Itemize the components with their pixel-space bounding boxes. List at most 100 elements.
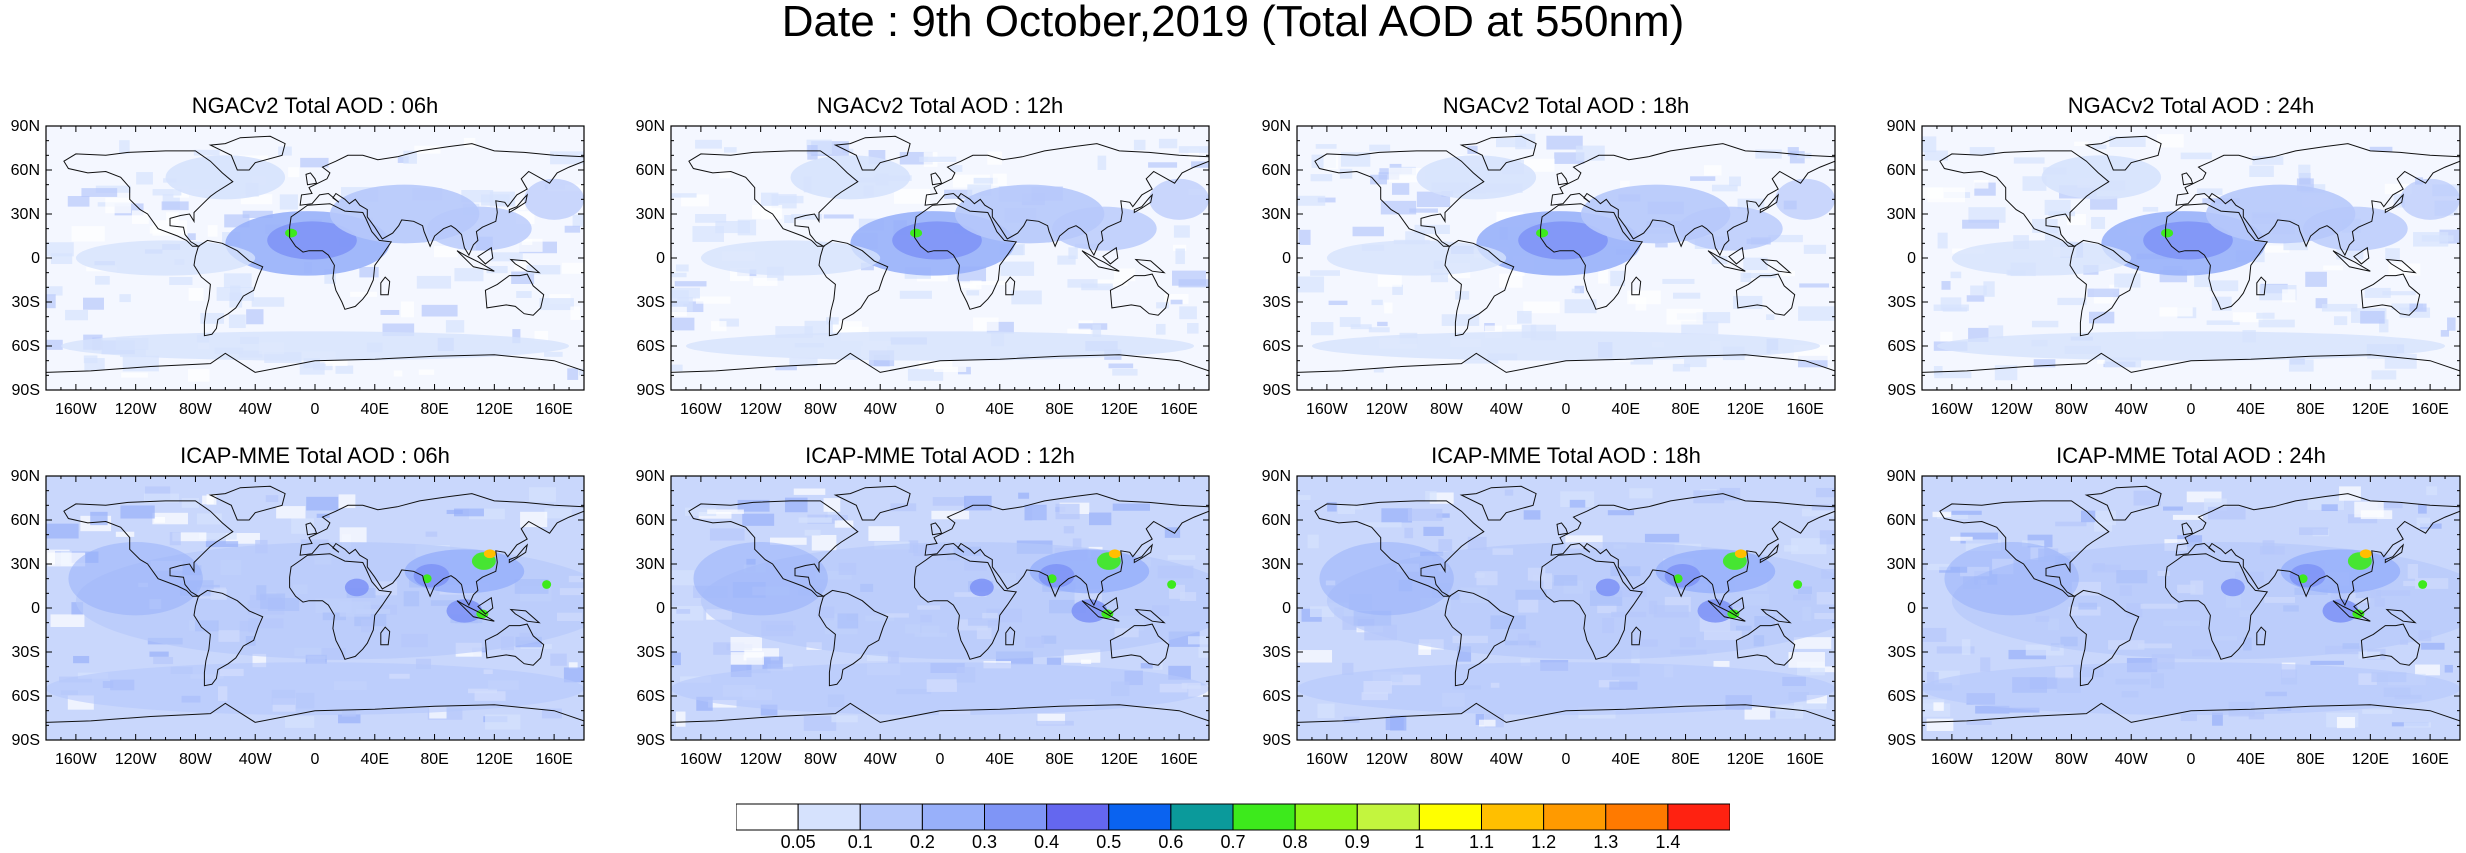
aod-cell: [681, 194, 709, 207]
aod-plume: [542, 580, 552, 589]
aod-cell: [67, 195, 90, 207]
coastline: [2385, 258, 2417, 274]
aod-cell: [2364, 287, 2391, 298]
aod-plume: [2041, 155, 2162, 200]
aod-map-icap-mme-4: 90N 60N 30N 0 30S 60S 90S 160W 120W 80W 40W 0 40E 80E…: [1887, 468, 2461, 768]
aod-cell: [1744, 706, 1771, 720]
aod-plume: [1936, 331, 2446, 361]
aod-cell: [516, 291, 532, 298]
panel-title: ICAP-MME Total AOD : 18h: [1431, 443, 1701, 468]
aod-cell: [1968, 207, 2006, 223]
colorbar-swatch: [921, 803, 986, 831]
aod-plume: [1297, 662, 1835, 716]
aod-cell: [169, 532, 181, 546]
lon-label: 40W: [1490, 401, 1524, 418]
coastline: [2069, 239, 2140, 337]
lon-label: 80E: [1671, 751, 1699, 768]
aod-cell: [1635, 297, 1647, 311]
aod-cell: [1506, 324, 1523, 330]
aod-map-icap-mme-2: 90N 60N 30N 0 30S 60S 90S 160W 120W 80W 40W 0 40E 80E…: [636, 468, 1210, 768]
lon-label: 80W: [1430, 401, 1464, 418]
lat-label: 60S: [1888, 688, 1916, 705]
aod-cell: [807, 145, 818, 160]
aod-cell: [695, 296, 731, 304]
aod-cell: [1575, 145, 1605, 161]
aod-cell: [115, 531, 135, 537]
aod-cell: [2104, 357, 2142, 368]
aod-cell: [122, 355, 159, 372]
aod-cell: [433, 245, 458, 258]
lat-label: 90S: [1888, 732, 1916, 749]
coastline: [930, 522, 943, 536]
lat-label: 60S: [1888, 338, 1916, 355]
coastline: [1556, 172, 1569, 186]
lat-label: 0: [1907, 600, 1916, 617]
aod-cell: [2315, 298, 2328, 309]
colorbar-label: 1.2: [1531, 832, 1557, 852]
coastline: [380, 626, 391, 646]
coastline: [1735, 623, 1796, 666]
aod-plume: [2359, 549, 2372, 559]
aod-cell: [324, 269, 336, 284]
aod-cell: [671, 306, 687, 317]
aod-cell: [1455, 291, 1470, 300]
aod-cell: [695, 214, 727, 223]
panel-title: ICAP-MME Total AOD : 12h: [805, 443, 1075, 468]
aod-cell: [2403, 722, 2431, 728]
aod-cell: [1560, 491, 1595, 508]
aod-cell: [2159, 307, 2193, 317]
aod-cell: [1806, 695, 1828, 704]
aod-cell: [2282, 289, 2296, 303]
aod-plume: [1536, 228, 1549, 238]
lat-label: 60S: [1263, 688, 1291, 705]
aod-cell: [149, 225, 162, 234]
aod-cell: [1517, 310, 1532, 324]
aod-cell: [279, 194, 298, 210]
aod-cell: [2033, 359, 2056, 368]
aod-cell: [2252, 156, 2284, 165]
lon-label: 80E: [1045, 401, 1073, 418]
aod-cell: [1352, 226, 1384, 237]
aod-cell: [671, 302, 684, 311]
colorbar-label: 0.3: [971, 832, 998, 852]
aod-cell: [2339, 486, 2361, 501]
colorbar-swatch: [1605, 803, 1669, 831]
lat-label: 60N: [1262, 162, 1291, 179]
aod-cell: [2336, 717, 2356, 729]
panel-title: ICAP-MME Total AOD : 24h: [2056, 443, 2326, 468]
aod-cell: [831, 715, 858, 723]
lon-label: 80E: [2296, 401, 2324, 418]
aod-cell: [695, 139, 722, 149]
aod-cell: [316, 513, 330, 518]
coastline: [1631, 626, 1642, 646]
colorbar-label: 0.05: [780, 832, 816, 852]
aod-cell: [1340, 152, 1371, 167]
aod-cell: [1690, 176, 1716, 181]
aod-cell: [202, 495, 214, 505]
aod-cell: [445, 320, 465, 333]
aod-cell: [2385, 248, 2400, 261]
aod-cell: [1523, 301, 1560, 314]
aod-cell: [770, 537, 807, 545]
aod-cell: [1327, 502, 1337, 512]
lon-label: 160E: [1786, 751, 1823, 768]
lat-label: 30N: [636, 556, 665, 573]
aod-cell: [1784, 545, 1799, 552]
aod-cell: [1307, 534, 1319, 549]
aod-cell: [1409, 208, 1438, 213]
aod-cell: [1377, 321, 1388, 327]
aod-cell: [1696, 312, 1731, 324]
aod-cell: [1441, 314, 1480, 326]
aod-cell: [919, 156, 957, 162]
aod-cell: [1775, 705, 1804, 719]
aod-cell: [46, 286, 63, 296]
aod-cell: [2440, 330, 2450, 337]
aod-cell: [868, 526, 900, 541]
aod-cell: [1711, 184, 1738, 192]
lat-label: 90S: [12, 732, 40, 749]
aod-plume: [693, 542, 828, 616]
aod-cell: [1934, 371, 1972, 379]
aod-cell: [762, 656, 783, 670]
aod-cell: [2021, 540, 2045, 547]
coastline: [1102, 246, 1119, 265]
